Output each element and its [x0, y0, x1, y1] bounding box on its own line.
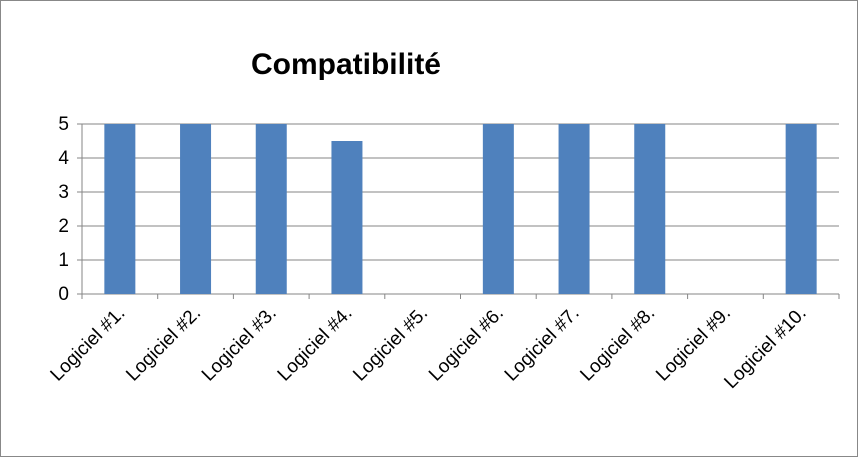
- bar: [785, 124, 817, 294]
- x-category-label: Logiciel #10.: [720, 303, 810, 393]
- bar: [558, 124, 590, 294]
- x-category-label: Logiciel #5.: [349, 303, 432, 386]
- x-category-label: Logiciel #1.: [47, 303, 130, 386]
- y-tick-label: 3: [58, 182, 69, 203]
- x-category-label: Logiciel #7.: [501, 303, 584, 386]
- y-tick-label: 5: [58, 114, 69, 135]
- x-category-label: Logiciel #6.: [425, 303, 508, 386]
- x-category-label: Logiciel #3.: [198, 303, 281, 386]
- bars: [104, 124, 817, 294]
- chart-title: Compatibilité: [251, 48, 441, 81]
- bar: [255, 124, 287, 294]
- y-tick-labels: 0 1 2 3 4 5: [58, 114, 69, 305]
- x-tick-labels: Logiciel #1.Logiciel #2.Logiciel #3.Logi…: [47, 303, 811, 393]
- bar: [180, 124, 212, 294]
- y-tick-label: 1: [58, 250, 69, 271]
- y-tick-label: 2: [58, 216, 69, 237]
- x-category-label: Logiciel #4.: [274, 303, 357, 386]
- y-tick-label: 0: [58, 284, 69, 305]
- bar: [482, 124, 514, 294]
- x-category-label: Logiciel #9.: [652, 303, 735, 386]
- x-category-label: Logiciel #8.: [576, 303, 659, 386]
- bar: [634, 124, 666, 294]
- bar: [104, 124, 136, 294]
- y-tick-label: 4: [58, 148, 69, 169]
- bar: [331, 141, 363, 294]
- x-category-label: Logiciel #2.: [122, 303, 205, 386]
